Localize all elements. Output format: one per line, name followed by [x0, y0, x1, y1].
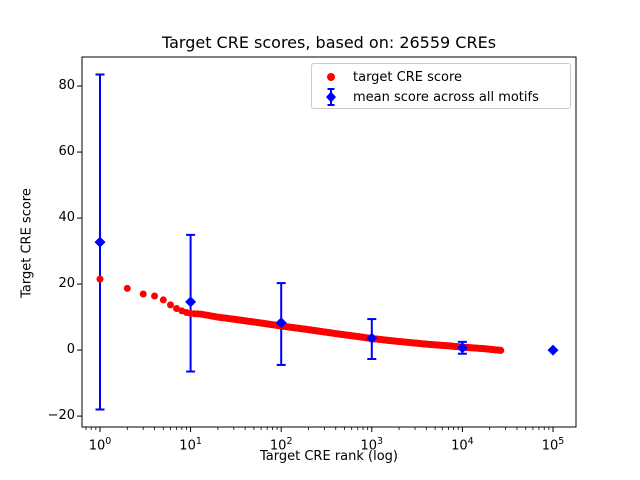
- legend-label-mean-score: mean score across all motifs: [353, 89, 539, 105]
- x-tick-label: 104: [451, 436, 474, 454]
- x-tick-label: 100: [88, 436, 112, 454]
- target-cre-score-series: [96, 275, 505, 354]
- y-tick-label: 60: [58, 144, 75, 160]
- legend-label-target-cre-score: target CRE score: [353, 69, 463, 85]
- y-tick-label: 20: [58, 276, 75, 292]
- mean-score-diamonds: [94, 236, 559, 356]
- legend-marker-cell: [312, 73, 350, 81]
- y-axis-label: Target CRE score: [19, 188, 35, 298]
- blue-diamond-errorbar-marker-icon: [326, 88, 336, 106]
- legend-marker-cell: [312, 86, 350, 108]
- y-tick-label: 80: [58, 78, 75, 94]
- y-tick-label: 0: [66, 342, 75, 358]
- x-tick-label: 103: [360, 436, 384, 454]
- y-tick-label: 40: [58, 210, 75, 226]
- x-tick-label: 101: [179, 436, 202, 454]
- red-circle-marker-icon: [327, 73, 335, 81]
- axis-ticks: [77, 85, 554, 432]
- x-axis-label: Target CRE rank (log): [260, 449, 398, 464]
- y-tick-label: −20: [47, 408, 75, 424]
- x-tick-label: 102: [269, 436, 293, 454]
- mean-score-errorbars: [95, 73, 467, 411]
- legend-item-mean-score: mean score across all motifs: [312, 87, 570, 107]
- x-tick-label: 105: [541, 436, 565, 454]
- axes-frame: [81, 56, 577, 428]
- legend-item-target-cre-score: target CRE score: [312, 67, 570, 87]
- chart-title: Target CRE scores, based on: 26559 CREs: [161, 33, 497, 52]
- legend: target CRE score mean score across all m…: [311, 63, 571, 109]
